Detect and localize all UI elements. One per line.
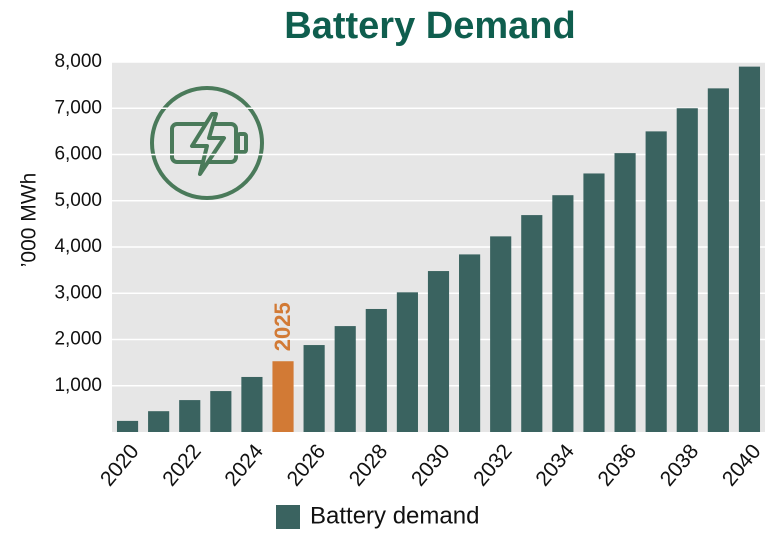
bar: [272, 361, 294, 432]
bar: [396, 292, 418, 432]
y-tick-label: 7,000: [54, 97, 102, 118]
x-tick-label: 2030: [407, 440, 455, 491]
x-tick-label: 2038: [656, 440, 704, 491]
legend-swatch: [276, 505, 300, 529]
bar: [490, 236, 512, 432]
y-tick-label: 3,000: [54, 282, 102, 303]
legend-label: Battery demand: [310, 502, 479, 529]
bar: [583, 173, 605, 432]
bar: [738, 66, 761, 432]
bar: [179, 400, 201, 432]
x-tick-label: 2040: [718, 440, 766, 491]
bar: [427, 271, 450, 432]
bar: [210, 391, 232, 432]
y-tick-label: 2,000: [54, 329, 102, 350]
x-tick-label: 2024: [220, 440, 268, 491]
bar: [303, 345, 325, 432]
y-tick-label: 4,000: [54, 236, 102, 257]
bar: [521, 215, 543, 432]
y-tick-label: 6,000: [54, 144, 102, 165]
bar: [241, 376, 263, 432]
bar: [676, 108, 698, 432]
annotation: 2025: [270, 302, 295, 351]
bar: [365, 308, 387, 432]
x-tick-label: 2026: [283, 440, 331, 491]
y-axis-label: ’000 MWh: [18, 173, 41, 268]
battery-icon: [150, 86, 264, 200]
y-tick-label: 1,000: [54, 375, 102, 396]
x-tick-label: 2028: [345, 440, 393, 491]
x-tick-label: 2034: [531, 440, 579, 491]
x-tick-label: 2022: [158, 440, 206, 491]
y-tick-label: 5,000: [54, 190, 102, 211]
bar: [552, 195, 574, 432]
bar: [459, 254, 481, 432]
bar: [645, 131, 667, 432]
bar: [334, 326, 356, 432]
y-tick-label: 8,000: [54, 51, 102, 72]
bar: [116, 420, 139, 432]
bar: [614, 153, 636, 433]
x-tick-label: 2032: [469, 440, 517, 491]
x-tick-label: 2036: [594, 440, 642, 491]
x-tick-label: 2020: [96, 440, 144, 491]
bar: [707, 88, 729, 433]
chart-title: Battery Demand: [284, 5, 575, 47]
bar: [148, 411, 170, 432]
